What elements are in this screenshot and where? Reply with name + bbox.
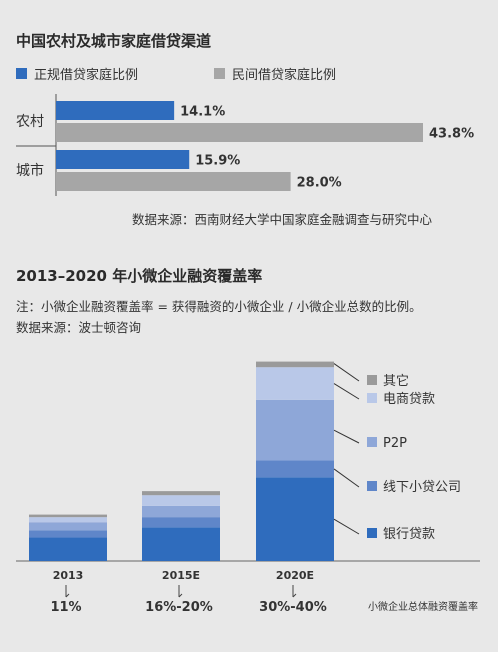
legend-label-3: 电商贷款 [383, 392, 435, 407]
stack-segment-0-2 [29, 522, 107, 531]
legend-item-informal: 民间借贷家庭比例 [214, 64, 336, 83]
chart2-title: 2013–2020 年小微企业融资覆盖率 [16, 267, 263, 285]
legend-label-formal: 正规借贷家庭比例 [34, 68, 139, 83]
bar-label-1-0: 15.9% [195, 154, 240, 169]
coverage-label-2: 30%-40% [259, 600, 327, 615]
legend-swatch-0 [367, 528, 377, 538]
chart2-source: 数据来源：波士顿咨询 [16, 320, 142, 335]
tick-hook-1 [178, 593, 183, 598]
stack-segment-1-2 [142, 505, 220, 518]
legend-label-0: 银行贷款 [383, 527, 435, 542]
leader-line-4 [333, 363, 360, 382]
stack-segment-1-4 [142, 491, 220, 496]
leader-line-1 [333, 468, 360, 488]
stack-segment-2-1 [256, 460, 334, 478]
legend-swatch-formal [16, 68, 27, 79]
chart1-source: 数据来源：西南财经大学中国家庭金融调查与研究中心 [132, 212, 433, 227]
category-label-1: 城市 [16, 162, 44, 179]
tick-hook-2 [292, 593, 297, 598]
chart2-note: 注：小微企业融资覆盖率 = 获得融资的小微企业 / 小微企业总数的比例。 [16, 299, 422, 314]
axis-caption: 小微企业总体融资覆盖率 [368, 600, 478, 613]
stack-segment-2-3 [256, 367, 334, 400]
stack-segment-2-0 [256, 477, 334, 561]
stack-segment-0-4 [29, 514, 107, 518]
coverage-label-0: 11% [50, 600, 81, 615]
coverage-label-1: 16%-20% [145, 600, 213, 615]
bar-1-1 [56, 172, 291, 191]
bar-0-0 [56, 101, 175, 120]
legend-swatch-informal [214, 68, 225, 79]
chart1-title: 中国农村及城市家庭借贷渠道 [16, 32, 212, 50]
legend-label-1: 线下小贷公司 [383, 480, 461, 495]
year-label-0: 2013 [53, 569, 84, 582]
leader-line-0 [333, 518, 360, 535]
stack-segment-1-0 [142, 527, 220, 561]
chart1-plot: 农村 14.1% 43.8% 城市 15.9% 28.0% [16, 94, 474, 196]
year-label-2: 2020E [276, 569, 314, 582]
bar-label-1-1: 28.0% [297, 176, 342, 191]
stack-segment-2-2 [256, 399, 334, 461]
bar-label-0-1: 43.8% [429, 127, 474, 142]
legend-swatch-1 [367, 481, 377, 491]
bar-label-0-0: 14.1% [180, 105, 225, 120]
tick-hook-0 [65, 593, 70, 598]
legend-item-formal: 正规借贷家庭比例 [16, 64, 138, 83]
stack-segment-1-3 [142, 495, 220, 506]
legend-swatch-2 [367, 437, 377, 447]
leader-line-3 [333, 383, 360, 400]
stack-segment-1-1 [142, 517, 220, 528]
legend-swatch-3 [367, 393, 377, 403]
legend-label-2: P2P [383, 436, 407, 451]
category-label-0: 农村 [16, 114, 44, 130]
stack-segment-0-0 [29, 537, 107, 561]
stack-segment-2-4 [256, 361, 334, 368]
legend-swatch-4 [367, 375, 377, 385]
bar-0-1 [56, 123, 423, 142]
bar-1-0 [56, 150, 190, 169]
legend-label-4: 其它 [383, 373, 409, 389]
leader-line-2 [333, 429, 360, 444]
year-label-1: 2015E [162, 569, 200, 582]
stack-segment-0-1 [29, 530, 107, 538]
legend-label-informal: 民间借贷家庭比例 [232, 68, 337, 83]
stack-segment-0-3 [29, 517, 107, 523]
